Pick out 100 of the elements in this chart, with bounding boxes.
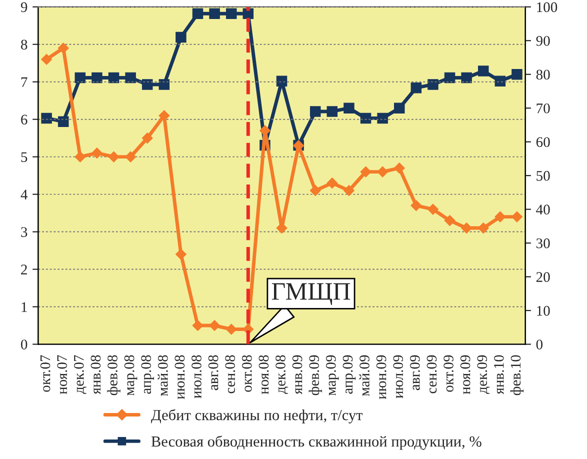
point	[461, 72, 472, 84]
x-tick-label: дек.09	[477, 355, 490, 394]
point	[310, 185, 321, 196]
x-tick-label: фев.10	[510, 355, 524, 396]
x-tick-label: июл.09	[393, 355, 404, 398]
point	[377, 166, 388, 178]
x-tick-label: янв.10	[494, 355, 504, 394]
point	[478, 222, 489, 234]
point	[41, 112, 52, 124]
x-tick-label: ноя.09	[460, 355, 470, 394]
y2-tick-label: 80	[536, 70, 550, 80]
point	[176, 248, 186, 260]
y-tick-label: 2	[21, 264, 27, 274]
point	[394, 162, 405, 174]
y2-tick-label: 20	[536, 272, 550, 282]
y2-tick-label: 100	[537, 2, 558, 12]
x-tick-label: фев.09	[308, 355, 322, 396]
point	[428, 79, 438, 90]
legend-label: Дебит скважины по нефти, т/сут	[151, 409, 363, 424]
x-tick-label: авг.09	[410, 355, 420, 390]
y-tick-label: 1	[22, 302, 27, 312]
x-tick-label: дек.07	[74, 355, 86, 394]
x-tick-label: дек.08	[276, 355, 288, 394]
y2-tick-label: 0	[536, 340, 543, 350]
point	[360, 166, 372, 178]
point	[209, 8, 220, 20]
y2-tick-label: 70	[536, 103, 550, 114]
point	[108, 151, 120, 162]
y2-tick-label: 30	[536, 238, 550, 248]
y2-tick-label: 50	[536, 170, 550, 181]
point	[410, 82, 422, 94]
x-tick-label: фев.08	[107, 355, 120, 396]
point	[428, 204, 438, 215]
x-tick-label: мар.08	[124, 355, 138, 396]
x-tick-label: сен.09	[426, 355, 437, 394]
x-tick-label: апр.09	[342, 355, 356, 394]
y-tick-label: 3	[21, 227, 28, 237]
y-tick-label: 5	[21, 152, 28, 162]
y-tick-label: 4	[20, 190, 28, 200]
x-tick-label: окт.07	[40, 355, 50, 392]
point	[326, 178, 338, 188]
x-tick-label: ноя.07	[57, 355, 68, 394]
point	[310, 106, 321, 117]
point	[226, 8, 237, 20]
point	[192, 320, 204, 331]
y-tick-label: 9	[20, 2, 28, 12]
x-tick-label: янв.09	[292, 355, 302, 394]
point	[142, 132, 153, 144]
point	[158, 79, 170, 90]
point	[512, 211, 522, 222]
x-tick-label: окт.09	[444, 355, 454, 392]
point	[176, 32, 186, 43]
x-tick-label: апр.08	[141, 355, 154, 394]
y-tick-label: 7	[21, 77, 28, 87]
point	[461, 222, 472, 234]
x-tick-label: июн.09	[376, 355, 386, 400]
y2-tick-label: 40	[536, 204, 550, 215]
x-tick-label: июн.08	[174, 355, 185, 400]
x-tick-label: ноя.08	[258, 355, 269, 394]
point	[276, 76, 288, 86]
annotation: ГМЩП	[272, 283, 350, 305]
point	[394, 102, 405, 114]
x-tick-label: авг.08	[208, 355, 218, 390]
point	[494, 76, 506, 86]
x-tick-label: окт.08	[242, 355, 252, 392]
y2-tick-label: 60	[536, 137, 550, 148]
point	[41, 54, 52, 65]
point	[74, 151, 86, 162]
point	[410, 200, 422, 211]
point	[92, 148, 102, 159]
legend-label: Весовая обводненность скважинной продукции, %	[151, 436, 482, 450]
point	[377, 112, 388, 124]
y-tick-label: 0	[21, 340, 28, 350]
point	[125, 151, 136, 162]
point	[494, 211, 506, 222]
point	[209, 320, 220, 331]
y2-tick-label: 90	[536, 36, 550, 46]
y-tick-label: 8	[21, 40, 28, 50]
point	[142, 79, 153, 90]
point	[344, 185, 354, 196]
x-tick-label: июл.08	[192, 355, 202, 398]
y2-tick-label: 10	[537, 306, 550, 316]
x-tick-label: янв.08	[90, 355, 101, 394]
point	[58, 116, 69, 127]
point	[92, 72, 102, 84]
x-tick-label: сен.08	[225, 355, 236, 394]
point	[344, 102, 354, 114]
x-tick-label: мар.09	[326, 355, 339, 396]
point	[108, 72, 120, 84]
point	[444, 72, 456, 84]
point	[444, 215, 456, 226]
point	[74, 72, 86, 84]
point	[360, 112, 372, 124]
point	[326, 106, 338, 117]
point	[125, 72, 136, 84]
x-tick-label: май.08	[158, 355, 168, 396]
point	[226, 324, 237, 335]
y-tick-label: 6	[21, 114, 28, 125]
point	[512, 68, 522, 80]
point	[192, 8, 204, 20]
